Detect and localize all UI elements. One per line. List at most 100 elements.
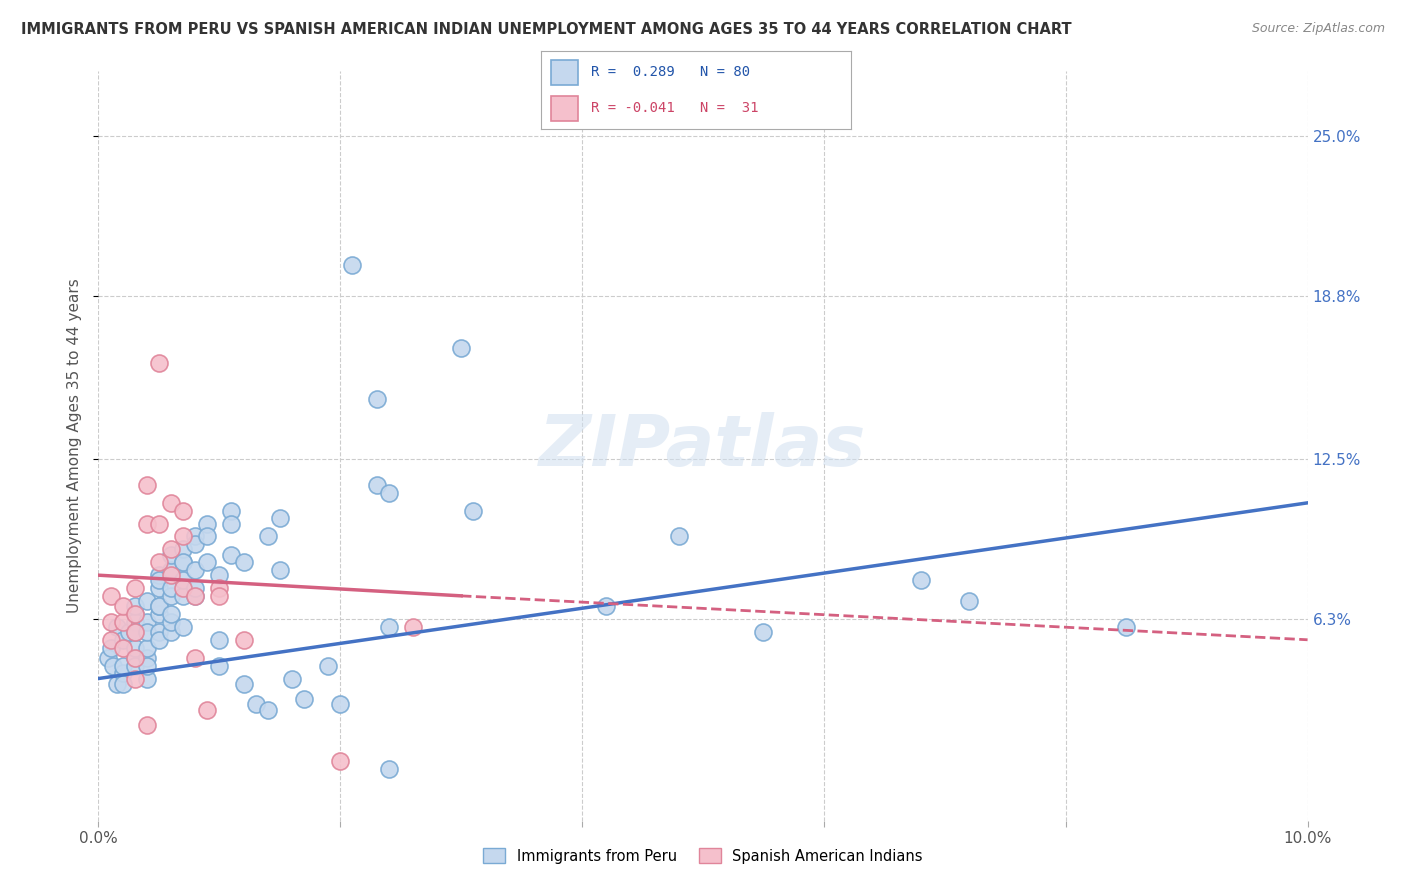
Point [100, 589, 122, 603]
Point [111, 599, 134, 614]
Point [111, 640, 134, 655]
Point [160, 581, 183, 595]
Point [208, 658, 231, 673]
Text: IMMIGRANTS FROM PERU VS SPANISH AMERICAN INDIAN UNEMPLOYMENT AMONG AGES 35 TO 44: IMMIGRANTS FROM PERU VS SPANISH AMERICAN… [21, 22, 1071, 37]
Point [329, 698, 352, 712]
Point [184, 563, 207, 577]
Point [208, 589, 231, 603]
Point [208, 632, 231, 647]
Point [172, 589, 194, 603]
Point [172, 529, 194, 543]
Point [160, 615, 183, 629]
Point [111, 658, 134, 673]
Point [668, 529, 690, 543]
Point [100, 640, 122, 655]
Point [172, 503, 194, 517]
Point [148, 599, 170, 614]
Point [124, 651, 146, 665]
Point [172, 620, 194, 634]
Point [135, 640, 157, 655]
Point [366, 477, 388, 491]
Point [232, 676, 254, 690]
Point [172, 581, 194, 595]
Point [221, 516, 243, 531]
Point [450, 341, 472, 355]
Point [184, 581, 207, 595]
Legend: Immigrants from Peru, Spanish American Indians: Immigrants from Peru, Spanish American I… [478, 842, 928, 870]
Point [256, 702, 278, 716]
Point [135, 718, 157, 732]
Point [124, 625, 146, 640]
Point [595, 599, 617, 614]
Point [124, 599, 146, 614]
Point [148, 599, 170, 614]
Point [172, 555, 194, 569]
Point [172, 555, 194, 569]
Point [172, 574, 194, 588]
Point [124, 615, 146, 629]
Point [1115, 620, 1137, 634]
Point [124, 607, 146, 621]
Point [100, 615, 122, 629]
Point [124, 658, 146, 673]
Point [752, 625, 775, 640]
Point [148, 625, 170, 640]
Point [105, 676, 128, 690]
Point [111, 666, 134, 681]
Point [316, 658, 339, 673]
Point [377, 620, 399, 634]
Y-axis label: Unemployment Among Ages 35 to 44 years: Unemployment Among Ages 35 to 44 years [67, 278, 83, 614]
Point [329, 754, 352, 768]
Point [160, 589, 183, 603]
Point [124, 581, 146, 595]
Point [366, 392, 388, 407]
Point [184, 589, 207, 603]
Point [105, 620, 128, 634]
Text: R =  0.289   N = 80: R = 0.289 N = 80 [591, 65, 749, 79]
Point [148, 574, 170, 588]
Text: R = -0.041   N =  31: R = -0.041 N = 31 [591, 101, 758, 115]
FancyBboxPatch shape [551, 96, 578, 121]
Point [910, 574, 932, 588]
Point [135, 516, 157, 531]
Point [245, 698, 267, 712]
Point [195, 702, 218, 716]
Point [124, 640, 146, 655]
Point [195, 529, 218, 543]
Point [292, 692, 315, 706]
Point [463, 503, 485, 517]
Point [160, 607, 183, 621]
Point [100, 632, 122, 647]
Point [101, 658, 124, 673]
Text: Source: ZipAtlas.com: Source: ZipAtlas.com [1251, 22, 1385, 36]
Point [160, 548, 183, 562]
Point [269, 511, 291, 525]
Point [148, 632, 170, 647]
Point [221, 503, 243, 517]
Point [124, 607, 146, 621]
Point [160, 496, 183, 510]
Point [135, 594, 157, 608]
Point [208, 568, 231, 582]
Point [111, 615, 134, 629]
Point [148, 356, 170, 370]
Point [148, 555, 170, 569]
Point [160, 563, 183, 577]
Point [135, 651, 157, 665]
Point [118, 625, 141, 640]
FancyBboxPatch shape [551, 61, 578, 86]
Point [111, 632, 134, 647]
Point [377, 762, 399, 776]
Point [135, 477, 157, 491]
Point [124, 651, 146, 665]
Point [342, 258, 364, 272]
Point [184, 651, 207, 665]
Point [208, 581, 231, 595]
Point [269, 563, 291, 577]
Point [124, 625, 146, 640]
Point [160, 542, 183, 557]
Point [148, 607, 170, 621]
Point [160, 568, 183, 582]
Point [135, 625, 157, 640]
Point [135, 672, 157, 686]
